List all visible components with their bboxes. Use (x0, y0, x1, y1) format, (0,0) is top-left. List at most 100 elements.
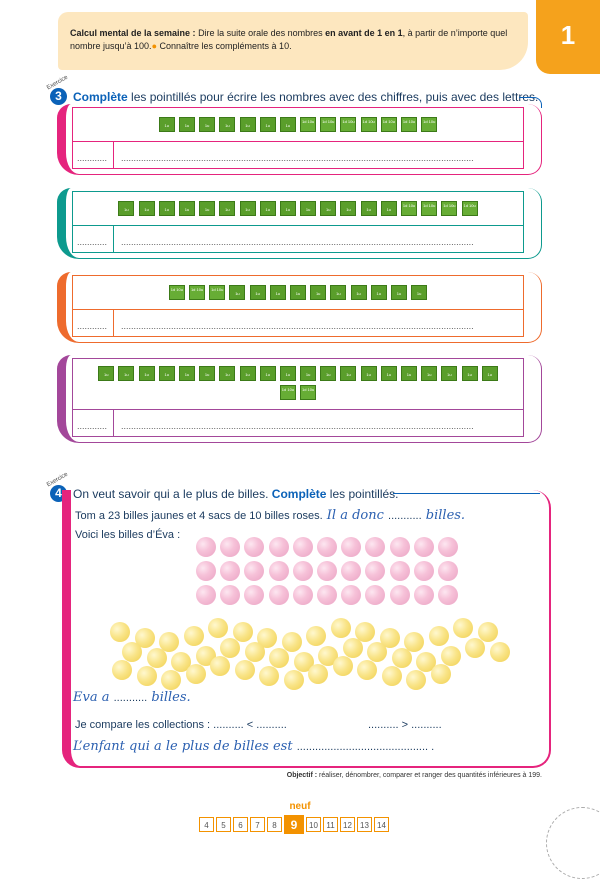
digits-cell[interactable]: ............ (73, 226, 114, 252)
yellow-marble (110, 622, 130, 642)
ten-block: 1d 10u (360, 117, 377, 132)
pink-marble (317, 585, 337, 605)
ten-block: 1d 10u (189, 285, 206, 300)
unit-block: 1u (118, 201, 135, 216)
page-link-11[interactable]: 11 (323, 817, 338, 832)
unit-block: 1u (269, 285, 286, 300)
compare-blank-less[interactable]: .......... < .......... (213, 719, 287, 731)
page-link-12[interactable]: 12 (340, 817, 355, 832)
unit-block: 1u (401, 366, 418, 381)
unit-number: 1 (560, 20, 576, 50)
unit-block: 1u (158, 366, 175, 381)
page-link-7[interactable]: 7 (250, 817, 265, 832)
digits-blank[interactable]: ............ (77, 153, 108, 163)
page-link-6[interactable]: 6 (233, 817, 248, 832)
page-navigator: 4 5 6 7 8 9 10 11 12 13 14 (199, 815, 391, 834)
blocks-row: 1d 10u 1d 10u 1d 10u1u 1u 1u 1u 1u 1u 1u 1u 1u 1u (72, 275, 524, 310)
unit-block: 1u (380, 201, 397, 216)
answer-blank[interactable]: ........................................… (296, 741, 435, 753)
unit-block: 1u (290, 285, 306, 300)
answer-row: ........................................… (72, 409, 524, 437)
answer-blank[interactable]: ........... (113, 692, 148, 704)
pink-marble (389, 561, 410, 581)
pink-marble (196, 561, 216, 581)
unit-block: 1u (138, 201, 155, 216)
page-link-10[interactable]: 10 (306, 817, 321, 832)
exercise4-instruction: On veut savoir qui a le plus de billes. … (73, 487, 399, 501)
base-ten-blocks: 1u 1u 1u 1u 1u 1u 1u1d 10u 1d 10u 1d 10u 1d 10u 1d… (73, 117, 523, 132)
unit-block: 1u (259, 117, 276, 132)
unit-block: 1u (300, 201, 317, 216)
pink-marble (244, 537, 265, 557)
words-blank[interactable]: ........................................… (121, 237, 474, 247)
mental-calc-bold: en avant de 1 en 1 (325, 28, 403, 38)
unit-block: 1u (259, 201, 276, 216)
unit-block: 1u (219, 117, 236, 132)
page-link-13[interactable]: 13 (357, 817, 372, 832)
mental-calc-part-b: , à partir de n’importe quel nombre jusq… (70, 28, 508, 51)
page-link-14[interactable]: 14 (374, 817, 389, 832)
digits-cell[interactable]: ............ (73, 142, 114, 168)
number-box: 1u 1u 1u 1u 1u 1u 1u1d 10u 1d 10u 1d 10u 1d 10u 1d… (72, 107, 524, 169)
pink-marble (268, 585, 289, 605)
eva-script: Eva a (73, 690, 114, 705)
page-link-5[interactable]: 5 (216, 817, 231, 832)
ten-block: 1d 10u (209, 285, 226, 300)
ten-block: 1d 10u (340, 117, 357, 132)
yellow-marble (465, 638, 485, 658)
unit-block: 1u (158, 201, 175, 216)
page-link-8[interactable]: 8 (267, 817, 282, 832)
unit-block: 1u (178, 366, 195, 381)
pink-marble (244, 561, 265, 581)
unit-block: 1u (390, 285, 407, 300)
page-link-9[interactable]: 9 (284, 815, 304, 834)
yellow-marble (308, 664, 328, 684)
unit-block: 1u (219, 201, 236, 216)
base-ten-blocks: 1u 1u 1u 1u 1u 1u 1u 1u 1u 1u 1u 1u 1u 1u 1u 1u 1u 1u 1u 1u… (73, 366, 523, 400)
mental-calc-part-a: Dire la suite orale des nombres (195, 28, 326, 38)
digits-blank[interactable]: ............ (77, 321, 108, 331)
ten-block: 1d 10u (320, 117, 337, 132)
compare-blank-greater[interactable]: .......... > .......... (368, 719, 442, 731)
yellow-marble (234, 660, 255, 680)
words-blank[interactable]: ........................................… (121, 321, 474, 331)
base-ten-blocks: 1d 10u 1d 10u 1d 10u1u 1u 1u 1u 1u 1u 1u 1u 1u 1u (73, 285, 523, 300)
yellow-marble (281, 632, 302, 652)
answer-blank[interactable]: ........... (388, 510, 422, 522)
digits-cell[interactable]: ............ (73, 310, 114, 336)
yellow-marble (381, 666, 402, 686)
pink-marble (389, 585, 410, 605)
ten-block: 1d 10u (401, 117, 418, 132)
mental-calc-title: Calcul mental de la semaine : (70, 28, 196, 38)
instruction-keyword: Complète (73, 90, 128, 104)
page-link-4[interactable]: 4 (199, 817, 214, 832)
objective-text: réaliser, dénombrer, comparer et ranger … (317, 772, 542, 779)
pink-marble (341, 561, 362, 581)
yellow-marble (416, 652, 436, 672)
yellow-marble (171, 652, 191, 672)
digits-cell[interactable]: ............ (73, 410, 114, 436)
objective-label: Objectif : (286, 772, 318, 779)
pink-marble (413, 561, 434, 581)
ten-block: 1d 10u (300, 385, 317, 400)
yellow-marble (210, 656, 230, 676)
ten-block: 1d 10u (168, 285, 185, 300)
digits-blank[interactable]: ............ (77, 421, 108, 431)
pink-marble (365, 537, 386, 557)
unit-block: 1u (310, 285, 327, 300)
unit-block: 1u (199, 366, 216, 381)
eva-count-sentence: Eva a ........... billes. (73, 690, 191, 705)
pink-marble (220, 585, 241, 605)
ten-block: 1d 10u (421, 201, 438, 216)
unit-block: 1u (360, 201, 377, 216)
digits-blank[interactable]: ............ (77, 237, 108, 247)
ten-block: 1d 10u (421, 117, 438, 132)
unit-block: 1u (239, 366, 256, 381)
unit-block: 1u (138, 366, 155, 381)
decorative-circle (546, 807, 600, 879)
unit-block: 1u (229, 285, 246, 300)
number-box: 1u 1u 1u 1u 1u 1u 1u 1u 1u 1u 1u 1u 1u 1u1d 10u 1d 10u… (72, 191, 524, 253)
words-blank[interactable]: ........................................… (121, 421, 474, 431)
mental-calc-banner: Calcul mental de la semaine : Dire la su… (58, 12, 528, 70)
words-blank[interactable]: ........................................… (121, 153, 474, 163)
